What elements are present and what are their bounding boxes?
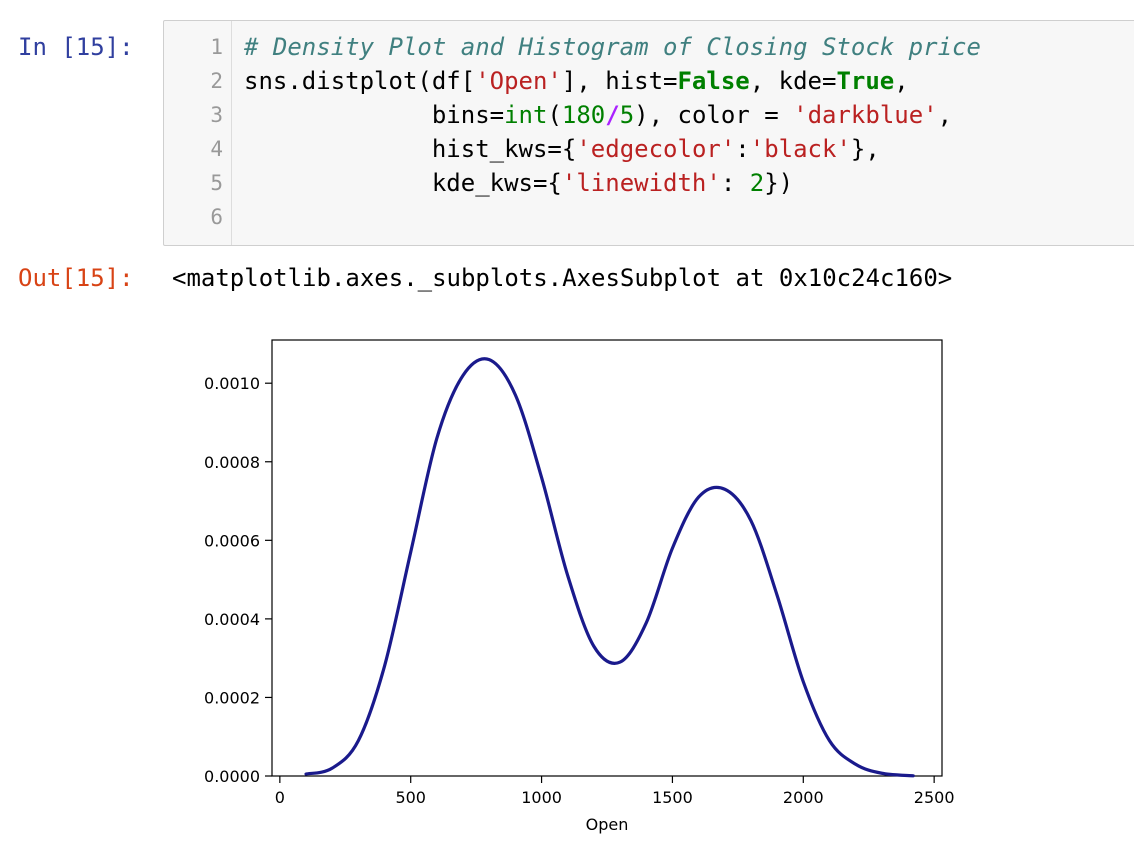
code-string: 'linewidth': [561, 169, 721, 197]
code-token: (: [547, 101, 562, 129]
code-string: 'Open': [475, 67, 562, 95]
line-number-gutter: 1 2 3 4 5 6: [164, 21, 232, 245]
density-plot: 0.0000 0.0002 0.0004 0.0006 0.0008 0.0010 0 50…: [204, 339, 955, 834]
y-tick-label: 0.0004: [204, 610, 260, 629]
x-axis: 0 500 1000 1500 2000 2500: [275, 776, 955, 807]
code-cell-input[interactable]: 1 2 3 4 5 6 # Density Plot and Histogram…: [163, 20, 1134, 246]
code-token: ,: [894, 67, 909, 95]
input-prompt: In [15]:: [18, 33, 134, 61]
x-tick-label: 500: [395, 788, 426, 807]
code-token: :: [720, 169, 750, 197]
line-number: 4: [210, 137, 223, 161]
code-line-4: hist_kws={'edgecolor':'black'},: [244, 135, 880, 163]
plot-frame: [271, 339, 943, 777]
code-token: kde_kws={: [244, 169, 562, 197]
x-tick-label: 2500: [914, 788, 955, 807]
line-number: 5: [210, 171, 223, 195]
code-line-1: # Density Plot and Histogram of Closing …: [244, 33, 981, 61]
code-keyword: False: [677, 67, 750, 95]
code-number: 180: [561, 101, 606, 129]
x-tick-label: 0: [275, 788, 285, 807]
y-tick-label: 0.0010: [204, 374, 260, 393]
line-number: 2: [210, 69, 223, 93]
x-tick-label: 1000: [521, 788, 562, 807]
code-token: , kde=: [749, 67, 837, 95]
code-token: ,: [937, 101, 953, 129]
code-line-2: sns.distplot(df['Open'], hist=False, kde…: [244, 67, 909, 95]
code-number: 2: [749, 169, 765, 197]
code-line-5: kde_kws={'linewidth': 2}): [244, 169, 793, 197]
y-axis: 0.0000 0.0002 0.0004 0.0006 0.0008 0.0010: [204, 374, 272, 786]
x-tick-label: 1500: [652, 788, 693, 807]
code-line-3: bins=int(180/5), color = 'darkblue',: [244, 101, 952, 129]
code-token: },: [850, 135, 880, 163]
y-tick-label: 0.0006: [204, 531, 260, 550]
y-tick-label: 0.0008: [204, 453, 260, 472]
output-text: <matplotlib.axes._subplots.AxesSubplot a…: [172, 264, 953, 292]
x-axis-label: Open: [586, 815, 629, 834]
code-keyword: True: [836, 67, 895, 95]
code-token: ], hist=: [561, 67, 678, 95]
line-number: 1: [210, 35, 223, 59]
code-operator: /: [605, 101, 620, 129]
code-token: hist_kws={: [244, 135, 577, 163]
code-token: }): [764, 169, 794, 197]
code-token: bins=: [244, 101, 505, 129]
kde-density-line: [304, 357, 915, 778]
line-number: 6: [210, 205, 223, 229]
y-tick-label: 0.0002: [204, 688, 260, 707]
code-builtin: int: [504, 101, 548, 129]
code-token: ), color =: [634, 101, 794, 129]
code-string: 'edgecolor': [576, 135, 736, 163]
code-token: sns.distplot(df[: [244, 67, 476, 95]
code-token: :: [735, 135, 750, 163]
code-string: 'black': [749, 135, 851, 163]
output-prompt: Out[15]:: [18, 264, 134, 292]
line-number: 3: [210, 103, 223, 127]
x-tick-label: 2000: [783, 788, 824, 807]
code-string: 'darkblue': [793, 101, 938, 129]
code-comment: # Density Plot and Histogram of Closing …: [244, 33, 981, 61]
y-tick-label: 0.0000: [204, 767, 260, 786]
code-number: 5: [619, 101, 635, 129]
